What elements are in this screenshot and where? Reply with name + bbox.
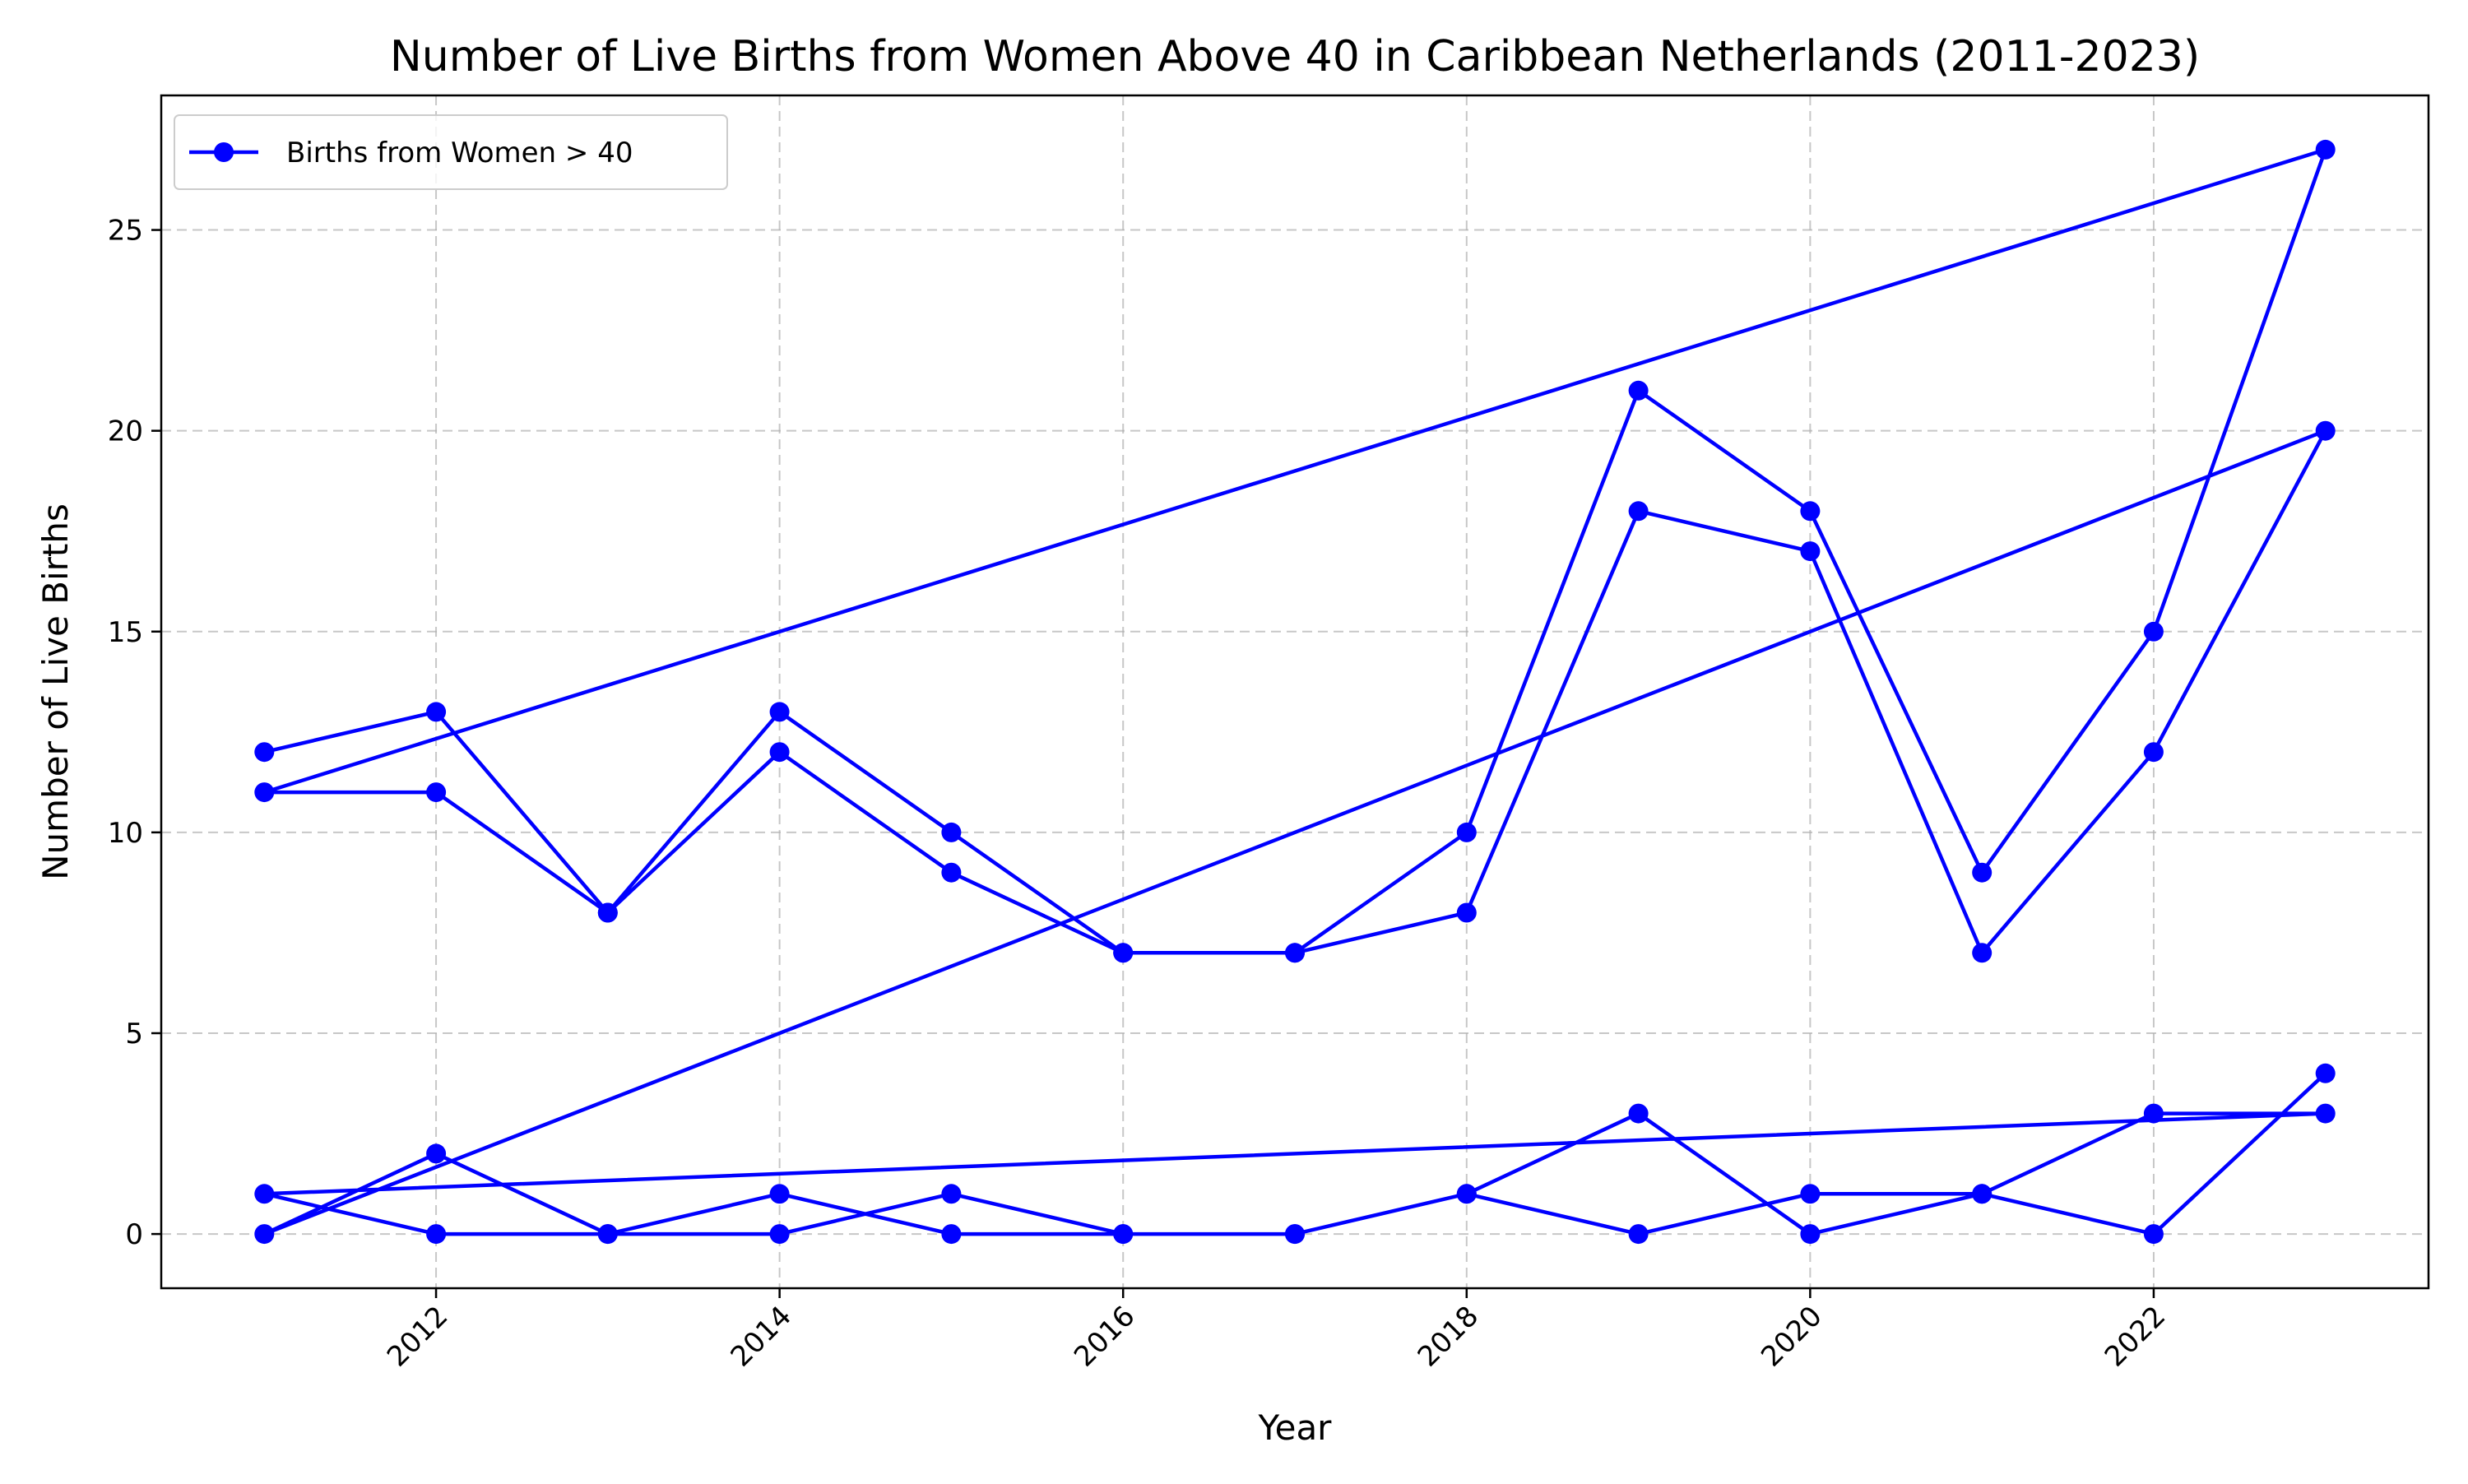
legend-marker-swatch [214, 142, 234, 162]
data-point [2315, 1063, 2336, 1083]
data-point [769, 1184, 790, 1204]
data-point [1972, 862, 1992, 883]
data-point [941, 1184, 962, 1204]
y-tick-label: 15 [108, 616, 143, 649]
data-point [1456, 902, 1477, 923]
x-axis-label: Year [1258, 1407, 1333, 1448]
data-point [1972, 943, 1992, 963]
data-point [426, 702, 447, 722]
data-point [769, 702, 790, 722]
y-tick-label: 0 [125, 1218, 143, 1251]
x-tick-label: 2018 [1412, 1300, 1485, 1373]
data-point [1800, 1224, 1821, 1245]
x-tick-label: 2022 [2099, 1300, 2172, 1373]
data-point [2315, 420, 2336, 441]
data-point [1628, 1224, 1649, 1245]
data-point [1628, 1103, 1649, 1124]
data-point [1456, 822, 1477, 842]
data-point [1628, 380, 1649, 401]
data-point [1456, 1184, 1477, 1204]
data-point [769, 1224, 790, 1245]
data-point [426, 782, 447, 803]
y-tick-label: 25 [108, 215, 143, 248]
data-point [941, 862, 962, 883]
data-point [2143, 742, 2164, 763]
data-point [941, 1224, 962, 1245]
y-tick-label: 20 [108, 415, 143, 448]
data-point [1113, 1224, 1134, 1245]
y-tick-label: 5 [125, 1018, 143, 1050]
data-point [1113, 943, 1134, 963]
data-point [1628, 501, 1649, 522]
data-point [2143, 621, 2164, 642]
y-axis-label: Number of Live Births [35, 503, 76, 880]
chart-title: Number of Live Births from Women Above 4… [390, 32, 2200, 81]
data-point [2143, 1103, 2164, 1124]
data-point [1800, 501, 1821, 522]
legend-box [174, 114, 728, 190]
data-point [2315, 1103, 2336, 1124]
data-point [426, 1224, 447, 1245]
data-point [1800, 541, 1821, 562]
data-point [254, 1224, 275, 1245]
data-point [941, 822, 962, 842]
data-point [254, 742, 275, 763]
data-point [769, 742, 790, 763]
series-line-births-from-women-above-40 [262, 147, 2327, 1236]
data-point [1285, 943, 1305, 963]
data-point [254, 1184, 275, 1204]
data-point [597, 1224, 618, 1245]
data-point [597, 902, 618, 923]
data-point [2315, 139, 2336, 160]
data-point [254, 782, 275, 803]
data-point [1800, 1184, 1821, 1204]
x-tick-label: 2014 [725, 1300, 798, 1373]
data-point [1972, 1184, 1992, 1204]
data-point [426, 1143, 447, 1164]
legend-entry-births-from-women-above-40: Births from Women > 40 [286, 137, 633, 169]
x-tick-label: 2020 [1755, 1300, 1828, 1373]
plot-area-frame [160, 94, 2430, 1290]
data-point [2143, 1224, 2164, 1245]
y-tick-label: 10 [108, 817, 143, 850]
legend: Births from Women > 40 [174, 114, 728, 190]
x-tick-label: 2016 [1068, 1300, 1141, 1373]
data-point [1285, 1224, 1305, 1245]
x-tick-label: 2012 [381, 1300, 454, 1373]
